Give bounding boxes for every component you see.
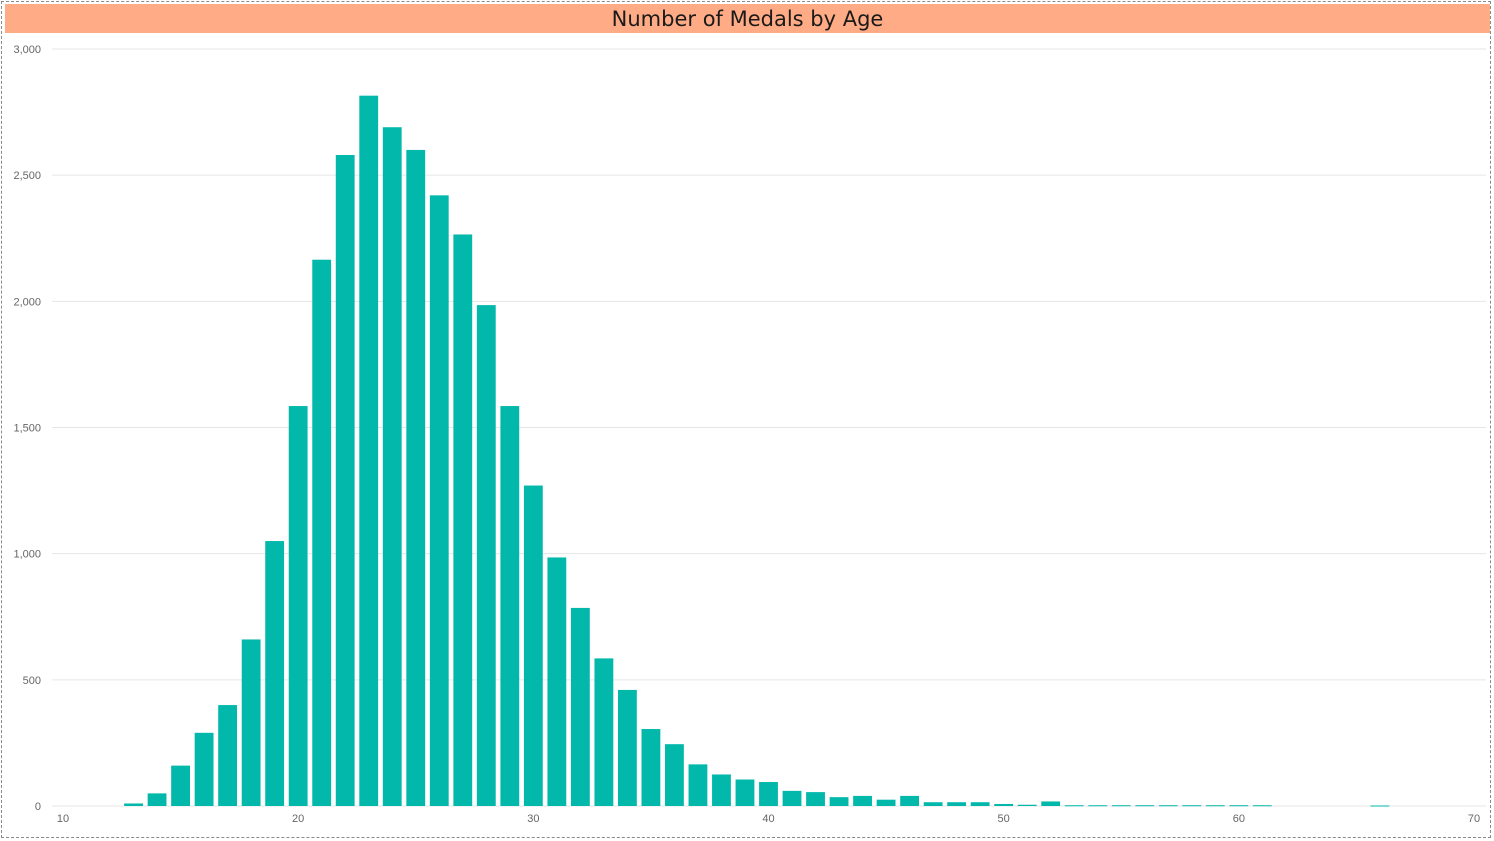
bar[interactable] [759,782,778,806]
bar[interactable] [124,803,143,806]
x-tick-label: 70 [1468,813,1480,825]
y-tick-label: 500 [23,675,41,687]
bar[interactable] [241,639,261,806]
bar[interactable] [617,689,637,806]
bar[interactable] [853,795,872,806]
bar[interactable] [194,732,214,806]
x-tick-label: 30 [527,813,539,825]
bar[interactable] [453,234,473,807]
y-axis: 0 500 1,000 1,500 2,000 2,500 3,000 [13,44,41,813]
chart-title: Number of Medals by Age [611,6,884,31]
bar[interactable] [665,744,684,806]
bar[interactable] [947,802,967,806]
x-axis: 10 20 30 40 50 60 70 [57,813,1480,825]
bar[interactable] [1088,805,1108,807]
x-tick-label: 10 [57,813,69,825]
bar[interactable] [547,557,567,806]
bar[interactable] [570,607,590,806]
y-tick-label: 3,000 [13,44,41,56]
bar[interactable] [1205,805,1225,807]
y-tick-label: 2,500 [13,170,41,182]
bar[interactable] [970,802,990,806]
bar[interactable] [923,802,943,806]
bar[interactable] [1135,805,1155,807]
chart-title-bar: Number of Medals by Age [5,4,1490,33]
bar[interactable] [1229,805,1249,807]
bar[interactable] [476,305,496,806]
bar[interactable] [312,259,332,806]
x-tick-label: 50 [998,813,1010,825]
y-tick-label: 2,000 [13,296,41,308]
bar[interactable] [641,729,661,806]
bar[interactable] [876,799,896,806]
bar[interactable] [1252,805,1272,807]
bar[interactable] [1158,805,1178,807]
bar-series [124,95,1390,807]
bar[interactable] [406,149,426,806]
bar[interactable] [359,95,379,807]
bar[interactable] [523,485,543,806]
bar[interactable] [1041,801,1061,806]
bar[interactable] [994,803,1014,806]
x-tick-label: 20 [292,813,304,825]
bar[interactable] [1064,805,1084,807]
bar[interactable] [171,765,190,806]
bar[interactable] [147,793,167,806]
bar[interactable] [735,779,755,806]
bar[interactable] [688,764,708,806]
bar[interactable] [1182,805,1202,807]
bar[interactable] [594,658,614,806]
bar[interactable] [1111,805,1131,807]
x-tick-label: 40 [762,813,774,825]
bar[interactable] [218,705,238,806]
bar[interactable] [900,795,920,806]
bar[interactable] [829,797,849,806]
x-tick-label: 60 [1233,813,1245,825]
bar[interactable] [335,154,355,807]
bar[interactable] [1017,804,1037,806]
y-tick-label: 1,500 [13,423,41,435]
y-tick-label: 1,000 [13,549,41,561]
bar[interactable] [265,541,285,806]
bar[interactable] [500,406,520,806]
bar[interactable] [429,195,449,806]
bar[interactable] [806,792,825,806]
bar[interactable] [382,127,402,807]
bar[interactable] [288,406,308,806]
bar[interactable] [1370,805,1390,807]
bar[interactable] [712,774,731,806]
bar[interactable] [782,790,802,806]
y-tick-label: 0 [35,801,41,813]
